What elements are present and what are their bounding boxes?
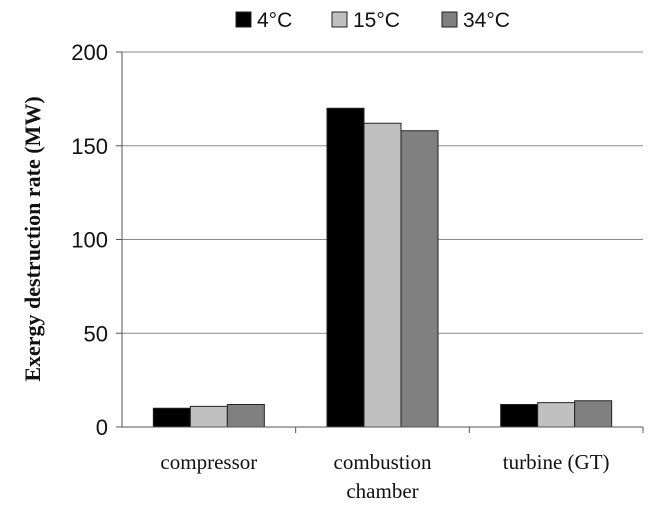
y-tick-labels: 0 50 100 150 200 <box>71 40 108 440</box>
y-tick-label: 200 <box>71 40 108 65</box>
legend-swatch <box>441 11 458 28</box>
bar <box>574 400 613 428</box>
bar <box>363 122 402 428</box>
legend-label: 4°C <box>257 9 292 32</box>
y-axis-label: Exergy destruction rate (MW) <box>20 96 45 381</box>
axes <box>116 51 644 433</box>
y-tick-label: 150 <box>71 134 108 159</box>
legend-swatch <box>331 11 348 28</box>
y-tick-label: 50 <box>84 321 108 346</box>
bar <box>226 404 265 428</box>
y-tick-label: 100 <box>71 228 108 253</box>
bar <box>500 404 539 428</box>
bar <box>537 402 576 428</box>
category-label: chamber <box>346 479 418 503</box>
bar <box>189 405 228 428</box>
category-label: combustion <box>334 450 432 474</box>
bar <box>400 130 439 428</box>
bar <box>326 107 365 428</box>
y-tick-label: 0 <box>96 415 108 440</box>
legend: 4°C 15°C 34°C <box>235 9 510 32</box>
category-label: compressor <box>160 450 257 474</box>
legend-label: 34°C <box>463 9 510 32</box>
legend-label: 15°C <box>353 9 400 32</box>
bar <box>152 407 191 428</box>
category-label: turbine (GT) <box>503 450 610 474</box>
bars <box>152 107 613 428</box>
category-labels: compressor combustion chamber turbine (GT) <box>160 450 609 503</box>
legend-swatch <box>235 11 252 28</box>
